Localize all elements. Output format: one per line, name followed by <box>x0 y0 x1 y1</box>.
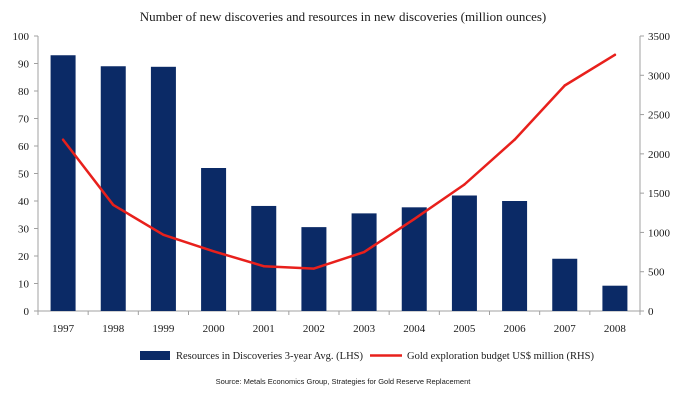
x-tick-label: 2005 <box>453 323 476 335</box>
bar-2001 <box>251 205 277 311</box>
chart-title: Number of new discoveries and resources … <box>140 9 547 24</box>
x-tick-label: 2006 <box>504 323 527 335</box>
right-tick-label: 0 <box>648 306 654 318</box>
left-tick-label: 80 <box>18 86 30 98</box>
bar-1997 <box>50 55 76 311</box>
line-point-2005 <box>463 183 466 186</box>
x-tick-label: 1998 <box>102 323 125 335</box>
x-tick-label: 2008 <box>604 323 627 335</box>
x-tick-label: 2000 <box>203 323 226 335</box>
line-point-1998 <box>112 203 115 207</box>
left-tick-label: 50 <box>18 169 30 181</box>
plot-area: 0102030405060708090100050010001500200025… <box>13 31 671 335</box>
line-point-1997 <box>61 138 65 141</box>
right-tick-label: 2000 <box>648 149 671 161</box>
bar-1998 <box>100 66 126 311</box>
left-tick-label: 0 <box>24 306 30 318</box>
left-tick-label: 10 <box>18 279 30 291</box>
bar-2005 <box>451 195 477 311</box>
bar-2004 <box>401 207 427 311</box>
exploration-budget-line <box>61 53 617 270</box>
line-point-2007 <box>563 84 566 87</box>
bar-2000 <box>201 168 227 311</box>
right-tick-label: 2500 <box>648 110 671 122</box>
legend-bar-swatch <box>140 351 170 360</box>
left-tick-label: 90 <box>18 59 30 71</box>
left-tick-label: 30 <box>18 224 30 236</box>
x-tick-label: 2003 <box>353 323 376 335</box>
left-tick-label: 40 <box>18 196 30 208</box>
x-tick-label: 2001 <box>253 323 275 335</box>
left-tick-label: 60 <box>18 141 30 153</box>
line-point-1999 <box>162 233 165 236</box>
legend-bar-label: Resources in Discoveries 3-year Avg. (LH… <box>176 351 364 362</box>
bar-2006 <box>502 201 528 311</box>
left-tick-label: 100 <box>13 31 30 43</box>
right-tick-label: 1000 <box>648 227 671 239</box>
line-point-2004 <box>413 217 416 221</box>
right-tick-label: 3000 <box>648 70 671 82</box>
left-tick-label: 20 <box>18 251 30 263</box>
right-tick-label: 500 <box>648 267 665 279</box>
bar-2007 <box>552 258 578 311</box>
x-tick-label: 2007 <box>554 323 577 335</box>
line-point-2008 <box>613 53 617 57</box>
source-note: Source: Metals Economics Group, Strategi… <box>216 377 472 386</box>
line-point-2006 <box>513 138 516 141</box>
line-point-2002 <box>312 267 316 270</box>
legend-line-label: Gold exploration budget US$ million (RHS… <box>407 351 594 362</box>
x-tick-label: 1999 <box>152 323 175 335</box>
line-point-2000 <box>212 250 215 253</box>
x-tick-label: 1997 <box>52 323 75 335</box>
x-tick-label: 2004 <box>403 323 426 335</box>
x-tick-label: 2002 <box>303 323 325 335</box>
left-tick-label: 70 <box>18 114 30 126</box>
line-point-2001 <box>262 265 265 268</box>
bar-2008 <box>602 285 628 311</box>
right-tick-label: 1500 <box>648 188 671 200</box>
bar-2003 <box>351 213 377 311</box>
right-tick-label: 3500 <box>648 31 671 43</box>
line-point-2003 <box>362 250 366 254</box>
legend: Resources in Discoveries 3-year Avg. (LH… <box>140 351 594 362</box>
bar-1999 <box>150 66 176 311</box>
